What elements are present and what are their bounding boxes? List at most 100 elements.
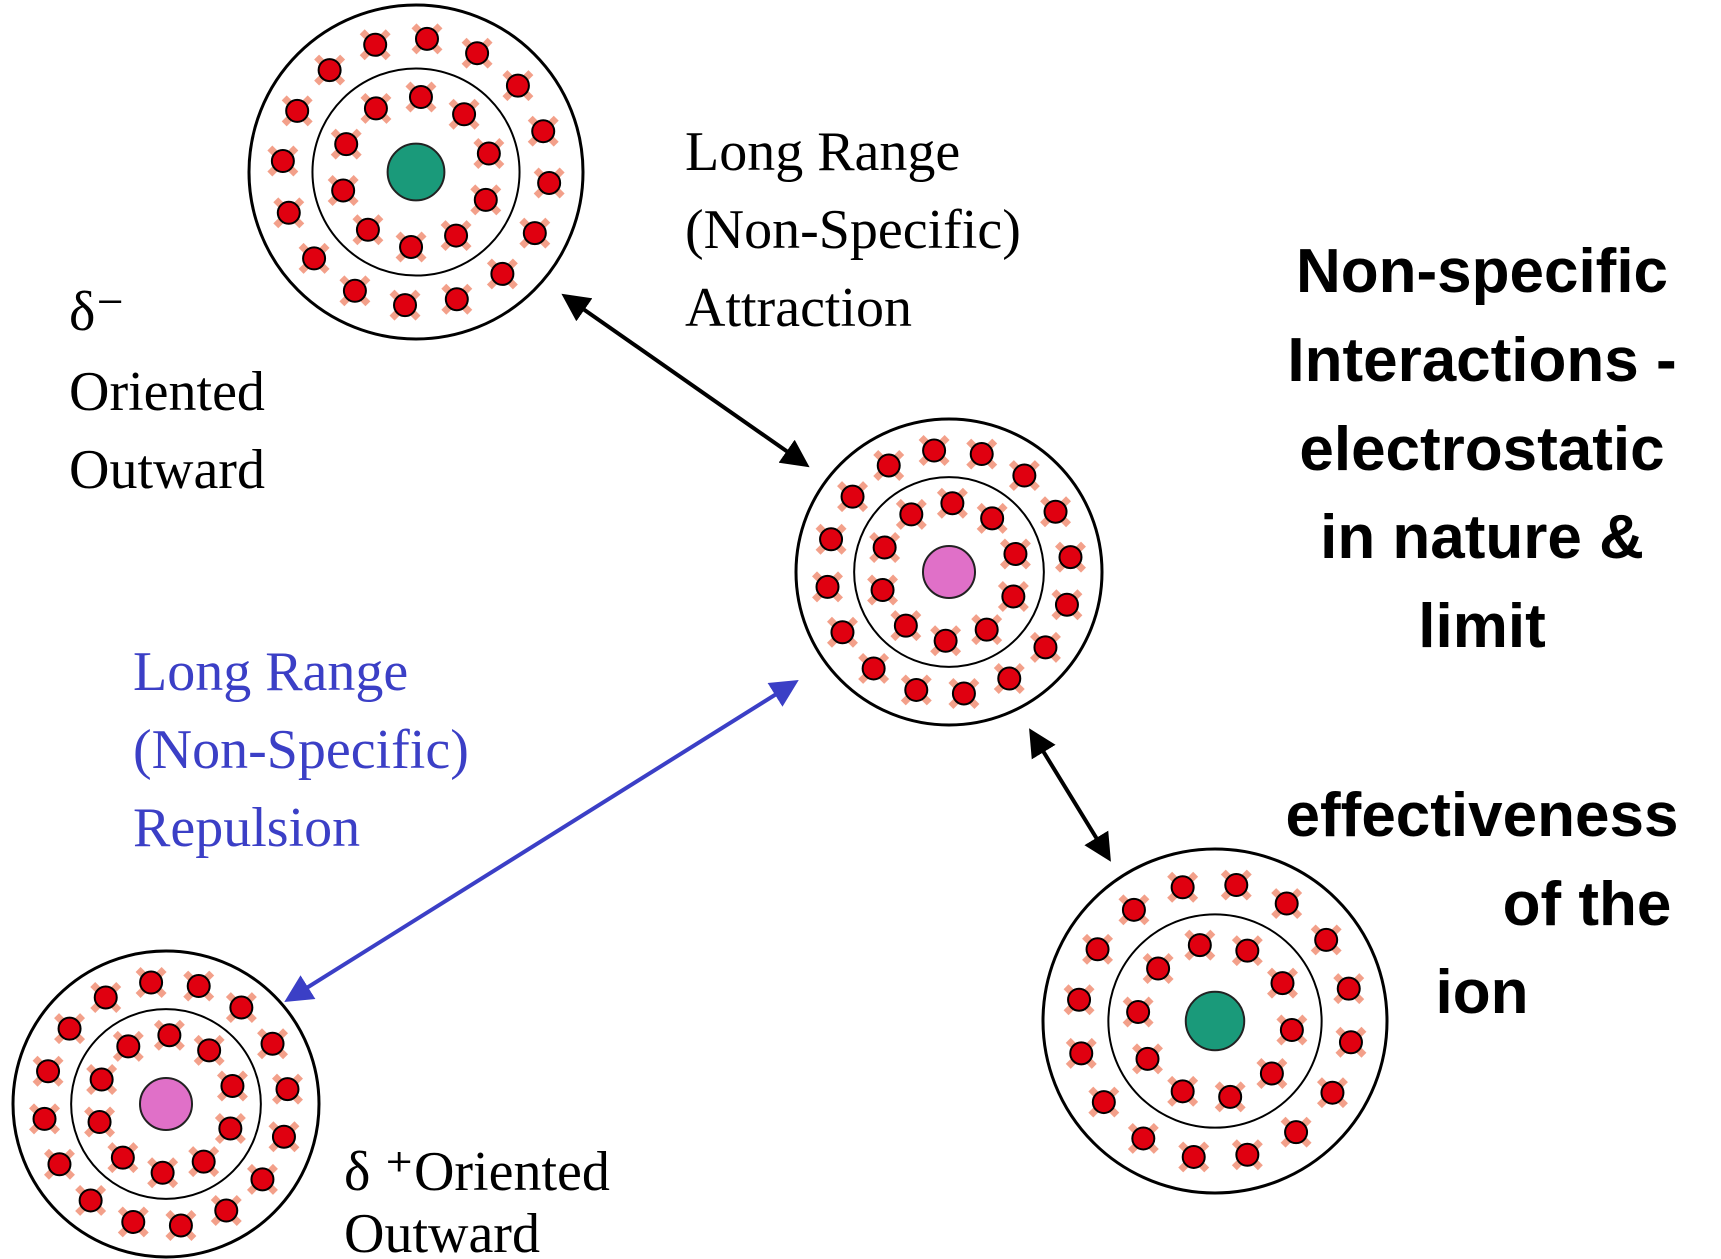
oxygen [1315, 929, 1337, 951]
oxygen [491, 263, 513, 285]
oxygen [1056, 594, 1078, 616]
oxygen [1004, 543, 1026, 565]
oxygen [900, 503, 922, 525]
oxygen [1236, 1144, 1258, 1166]
oxygen [895, 615, 917, 637]
oxygen [303, 247, 325, 269]
oxygen [1189, 934, 1211, 956]
oxygen [475, 189, 497, 211]
statement-line: of the [1503, 870, 1672, 939]
oxygen [273, 1126, 295, 1148]
statement-line: effectiveness [1286, 781, 1679, 850]
repulsion-label: (Non-Specific) [133, 719, 469, 781]
oxygen [874, 537, 896, 559]
attraction-arrow [1032, 733, 1108, 857]
oxygen [1271, 972, 1293, 994]
attraction-label: Attraction [685, 277, 912, 339]
oxygen [80, 1189, 102, 1211]
oxygen [1285, 1121, 1307, 1143]
oxygen [1013, 465, 1035, 487]
oxygen [1219, 1086, 1241, 1108]
oxygen [981, 507, 1003, 529]
oxygen [1172, 1080, 1194, 1102]
oxygen [1147, 958, 1169, 980]
oxygen [507, 75, 529, 97]
oxygen [262, 1033, 284, 1055]
oxygen [158, 1024, 180, 1046]
oxygen [332, 179, 354, 201]
oxygen [842, 486, 864, 508]
oxygen [170, 1214, 192, 1236]
oxygen [319, 59, 341, 81]
oxygen [112, 1147, 134, 1169]
oxygen [357, 219, 379, 241]
oxygen [34, 1108, 56, 1130]
positive-ion-label: Outward [344, 1203, 540, 1259]
oxygen [453, 103, 475, 125]
oxygen [91, 1069, 113, 1091]
oxygen [1338, 978, 1360, 1000]
ion-core [140, 1078, 192, 1130]
oxygen [817, 576, 839, 598]
oxygen [863, 657, 885, 679]
oxygen [1276, 893, 1298, 915]
oxygen [872, 579, 894, 601]
statement-line: ion [1436, 958, 1529, 1027]
repulsion-label: Repulsion [133, 797, 360, 859]
oxygen [37, 1060, 59, 1082]
ions [13, 5, 1387, 1257]
statement-line: Interactions - [1287, 326, 1676, 395]
oxygen [272, 150, 294, 172]
oxygen [1087, 938, 1109, 960]
oxygen [935, 630, 957, 652]
statement-line: in nature & [1320, 503, 1644, 572]
negative-ion-label: Outward [69, 439, 265, 501]
negative-ion-label: δ⁻ [69, 281, 125, 343]
diagram: Long Range (Non-Specific) Attraction δ⁻ … [0, 0, 1721, 1259]
oxygen [878, 454, 900, 476]
oxygen [365, 97, 387, 119]
oxygen [1236, 940, 1258, 962]
oxygen [278, 202, 300, 224]
ion-core [388, 144, 445, 201]
oxygen [1225, 874, 1247, 896]
oxygen [122, 1211, 144, 1233]
oxygen [478, 143, 500, 165]
oxygen [1137, 1048, 1159, 1070]
oxygen [538, 172, 560, 194]
oxygen [230, 997, 252, 1019]
oxygen [445, 225, 467, 247]
oxygen [971, 443, 993, 465]
oxygen [416, 28, 438, 50]
oxygen [1059, 546, 1081, 568]
attraction-label: Long Range [685, 121, 960, 183]
oxygen [1172, 876, 1194, 898]
oxygen [394, 294, 416, 316]
oxygen [1321, 1082, 1343, 1104]
oxygen [198, 1039, 220, 1061]
oxygen [1127, 1001, 1149, 1023]
oxygen [215, 1200, 237, 1222]
page: Long Range (Non-Specific) Attraction δ⁻ … [0, 0, 1721, 1259]
oxygen [466, 42, 488, 64]
statement-line: limit [1418, 592, 1545, 661]
oxygen [188, 975, 210, 997]
attraction-label: (Non-Specific) [685, 199, 1021, 261]
statement-line: Non-specific [1296, 237, 1668, 306]
oxygen [1183, 1146, 1205, 1168]
oxygen [344, 280, 366, 302]
oxygen [59, 1018, 81, 1040]
ion-core [923, 546, 975, 598]
repulsion-label: Long Range [133, 641, 408, 703]
oxygen [286, 100, 308, 122]
oxygen [89, 1111, 111, 1133]
oxygen [276, 1078, 298, 1100]
oxygen [410, 86, 432, 108]
oxygen [1002, 585, 1024, 607]
oxygen [1132, 1127, 1154, 1149]
oxygen [193, 1151, 215, 1173]
negative-ion-label: Oriented [69, 361, 265, 423]
oxygen [1123, 899, 1145, 921]
oxygen [1045, 501, 1067, 523]
oxygen [446, 288, 468, 310]
